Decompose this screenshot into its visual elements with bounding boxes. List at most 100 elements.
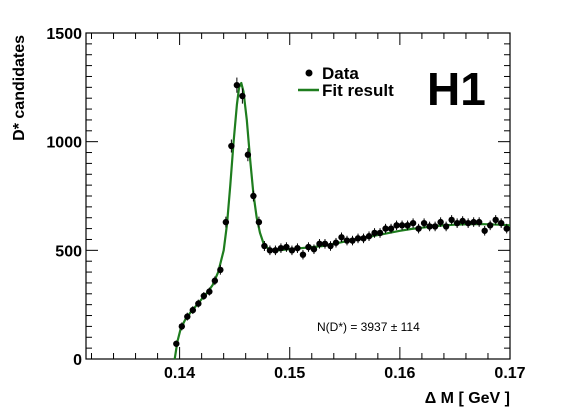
data-marker — [299, 251, 307, 258]
data-point — [272, 245, 279, 256]
data-point — [338, 232, 345, 243]
data-marker — [338, 234, 345, 241]
data-marker — [277, 244, 285, 252]
y-tick-label: 1500 — [46, 26, 82, 43]
data-point — [426, 221, 433, 232]
x-tick-label: 0.14 — [164, 365, 195, 382]
data-point — [200, 292, 208, 300]
y-tick-label: 500 — [55, 243, 82, 260]
data-marker — [393, 222, 400, 229]
data-marker — [173, 340, 180, 347]
data-point — [244, 148, 252, 162]
data-marker — [426, 223, 433, 230]
data-point — [464, 218, 472, 228]
yield-annotation: N(D*) = 3937 ± 114 — [317, 320, 420, 334]
data-point — [404, 220, 411, 231]
data-marker — [448, 216, 455, 224]
data-point — [173, 340, 180, 348]
data-marker — [415, 225, 422, 232]
data-marker — [233, 81, 241, 89]
data-marker — [431, 223, 439, 230]
data-point — [492, 215, 499, 225]
data-point — [470, 217, 477, 227]
data-marker — [343, 237, 351, 244]
data-marker — [327, 242, 334, 250]
data-point — [195, 299, 202, 308]
data-point — [420, 218, 428, 228]
data-point — [486, 220, 494, 231]
data-point — [365, 231, 373, 241]
data-marker — [206, 288, 213, 295]
data-marker — [228, 142, 235, 150]
data-point — [321, 239, 329, 249]
data-point — [481, 225, 488, 236]
data-point — [453, 218, 461, 228]
data-point — [222, 216, 230, 228]
data-point — [332, 237, 340, 248]
data-point — [233, 77, 241, 93]
data-marker — [459, 217, 466, 225]
axis-ticks — [86, 32, 511, 360]
data-marker — [475, 218, 483, 226]
data-marker — [294, 244, 301, 252]
data-marker — [349, 237, 356, 244]
legend-data-label: Data — [322, 64, 359, 83]
data-marker — [211, 277, 219, 284]
data-point — [261, 240, 268, 251]
data-marker — [453, 219, 461, 227]
data-point — [393, 220, 400, 231]
data-point — [442, 221, 450, 232]
y-tick-label: 1000 — [46, 135, 82, 152]
data-marker — [481, 227, 488, 234]
data-point — [448, 215, 455, 225]
data-point — [266, 245, 274, 256]
data-marker — [288, 247, 296, 254]
data-marker — [305, 243, 312, 251]
data-marker — [283, 243, 290, 251]
data-point — [189, 306, 197, 315]
data-marker — [255, 218, 263, 226]
data-point — [371, 228, 378, 238]
x-tick-label: 0.16 — [384, 365, 415, 382]
data-marker — [217, 266, 224, 274]
data-marker — [178, 323, 186, 330]
data-marker — [184, 313, 191, 320]
data-point — [277, 243, 285, 253]
data-point — [239, 88, 246, 104]
data-point — [497, 218, 505, 228]
data-point — [255, 216, 263, 228]
data-marker — [189, 306, 197, 314]
data-marker — [404, 222, 411, 229]
data-marker — [470, 218, 477, 226]
data-marker — [420, 219, 428, 227]
data-point — [228, 139, 235, 153]
data-point — [327, 241, 334, 251]
data-point — [250, 190, 257, 202]
data-point — [310, 244, 318, 255]
data-point — [316, 239, 323, 249]
data-marker — [239, 92, 246, 100]
data-marker — [409, 219, 417, 227]
data-marker — [387, 225, 395, 232]
data-marker — [261, 242, 268, 250]
data-point — [206, 287, 213, 296]
data-marker — [195, 300, 202, 307]
data-marker — [437, 218, 444, 226]
data-marker — [200, 292, 208, 300]
data-marker — [442, 223, 450, 230]
data-point — [305, 242, 312, 252]
data-points-group — [173, 77, 510, 348]
data-marker — [272, 247, 279, 254]
data-point — [387, 223, 395, 234]
data-point — [283, 242, 290, 252]
data-point — [360, 233, 367, 244]
data-marker — [244, 151, 252, 158]
data-point — [459, 216, 466, 226]
legend-fit-label: Fit result — [322, 81, 394, 100]
data-marker — [354, 235, 362, 242]
data-marker — [321, 240, 329, 248]
data-point — [294, 243, 301, 253]
data-marker — [250, 192, 257, 200]
data-marker — [360, 235, 367, 242]
data-point — [376, 228, 384, 238]
